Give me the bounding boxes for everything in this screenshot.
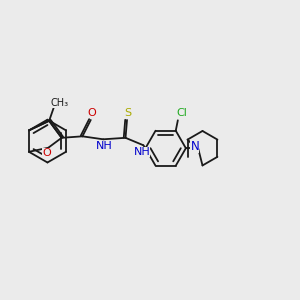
Text: N: N [190, 140, 199, 153]
Text: NH: NH [96, 141, 113, 151]
Text: Cl: Cl [177, 108, 188, 118]
Text: NH: NH [134, 147, 150, 157]
Text: O: O [87, 108, 96, 118]
Text: CH₃: CH₃ [51, 98, 69, 108]
Text: S: S [124, 108, 131, 118]
Text: O: O [42, 148, 51, 158]
